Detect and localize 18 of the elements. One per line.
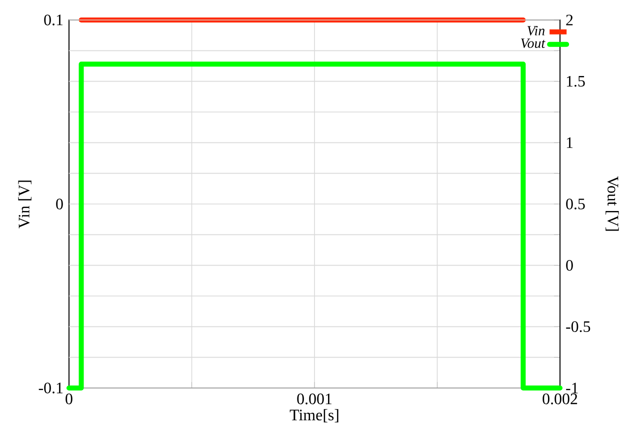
legend-label: Vout <box>521 38 546 48</box>
legend-label: Vin <box>527 26 545 36</box>
y2-tick-label: 1 <box>566 137 573 148</box>
y2-tick-label: -0.5 <box>566 321 590 332</box>
y2-tick-label: 0.5 <box>566 198 585 210</box>
x-axis-title: Time[s] <box>290 409 338 422</box>
x-tick-label: 0 <box>66 394 72 404</box>
y2-tick-label: 2 <box>566 14 573 26</box>
y-tick-label: 0.1 <box>44 14 63 26</box>
y2-tick-label: -1 <box>566 382 578 394</box>
y-tick-label: -0.1 <box>38 382 63 394</box>
y2-axis-title: Vout [V] <box>606 176 619 231</box>
y-tick-label: 0 <box>56 198 63 210</box>
y-axis-title: Vin [V] <box>18 180 32 228</box>
y2-tick-label: 0 <box>566 260 573 271</box>
y2-tick-label: 1.5 <box>566 76 585 87</box>
x-tick-label: 0.002 <box>542 394 578 404</box>
x-tick-label: 0.001 <box>297 394 332 404</box>
